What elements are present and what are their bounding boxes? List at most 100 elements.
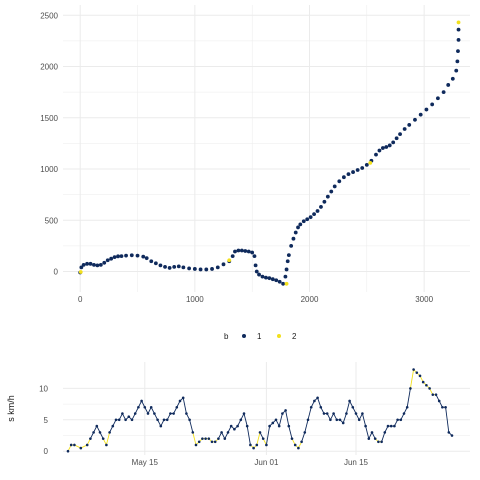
- scatter-point-series-1: [85, 261, 89, 266]
- speed-y-tick-label: 0: [44, 447, 49, 456]
- speed-line-segment: [381, 432, 386, 442]
- speed-point: [156, 418, 159, 422]
- speed-point: [428, 387, 431, 390]
- scatter-point-series-1: [257, 272, 261, 277]
- scatter-point-series-1: [418, 112, 423, 117]
- speed-point: [261, 437, 265, 440]
- scatter-point-series-1: [192, 267, 197, 271]
- scatter-x-tick-label: 2000: [301, 295, 319, 304]
- scatter-point-series-1: [172, 264, 177, 269]
- speed-point: [437, 399, 441, 403]
- speed-point: [162, 418, 166, 422]
- scatter-points: [78, 20, 461, 286]
- speed-line-segment: [192, 432, 197, 446]
- speed-point: [239, 418, 243, 422]
- scatter-point-series-1: [253, 263, 258, 268]
- scatter-point-series-1: [79, 265, 84, 270]
- speed-point: [153, 412, 156, 415]
- scatter-gridlines: [63, 5, 470, 292]
- scatter-y-tick-label: 500: [45, 216, 59, 225]
- speed-point: [89, 437, 92, 440]
- speed-point: [165, 418, 169, 422]
- speed-point: [143, 405, 147, 409]
- scatter-point-series-1: [337, 179, 342, 184]
- scatter-point-series-1: [270, 277, 275, 282]
- scatter-point-series-1: [230, 254, 235, 259]
- speed-point: [245, 424, 249, 428]
- speed-point: [409, 387, 412, 390]
- speed-point: [418, 374, 422, 378]
- scatter-point-series-1: [88, 261, 93, 266]
- scatter-point-series-1: [289, 243, 294, 248]
- speed-point: [114, 418, 118, 422]
- speed-point: [130, 418, 134, 422]
- scatter-point-series-1: [293, 230, 298, 235]
- speed-point: [121, 412, 124, 415]
- scatter-point-series-1: [254, 269, 259, 274]
- scatter-point-series-1: [163, 264, 167, 269]
- speed-line-segment: [307, 407, 312, 420]
- speed-point: [319, 405, 323, 409]
- speed-point: [306, 418, 310, 422]
- scatter-point-series-1: [387, 143, 392, 148]
- speed-point: [281, 412, 284, 415]
- speed-point: [255, 443, 259, 447]
- scatter-point-series-1: [92, 262, 96, 267]
- scatter-y-tick-label: 1500: [40, 114, 58, 123]
- speed-point: [297, 446, 300, 450]
- speed-point: [188, 418, 191, 422]
- speed-point: [117, 418, 121, 422]
- speed-point: [223, 437, 227, 440]
- speed-point: [172, 412, 175, 415]
- scatter-point-series-1: [435, 96, 440, 101]
- speed-point: [431, 393, 435, 396]
- scatter-point-series-1: [394, 136, 399, 141]
- speed-point: [293, 443, 297, 447]
- speed-point: [268, 424, 271, 428]
- speed-point: [383, 431, 387, 434]
- speed-series: [66, 368, 454, 453]
- scatter-point-series-1: [298, 222, 303, 227]
- scatter-point-series-1: [351, 170, 355, 174]
- speed-panel: 0 5 10 May 15 Jun 01 Jun 15 s km/h: [6, 362, 470, 467]
- speed-point: [175, 405, 179, 409]
- scatter-point-series-2: [456, 20, 461, 25]
- scatter-point-series-1: [187, 266, 192, 271]
- scatter-point-series-1: [296, 225, 300, 230]
- speed-point: [345, 412, 348, 415]
- scatter-point-series-1: [109, 256, 114, 261]
- speed-line-segment: [256, 432, 261, 446]
- speed-point: [271, 421, 275, 425]
- speed-point: [341, 421, 345, 425]
- speed-point: [313, 399, 316, 403]
- scatter-point-series-1: [102, 260, 107, 265]
- speed-point: [441, 405, 444, 409]
- scatter-point-series-1: [105, 258, 110, 263]
- scatter-point-series-1: [329, 189, 334, 194]
- scatter-point-series-1: [374, 152, 378, 157]
- scatter-point-series-1: [446, 83, 451, 87]
- speed-point: [140, 399, 143, 403]
- scatter-point-series-1: [283, 274, 288, 279]
- speed-line-segment: [445, 407, 450, 433]
- scatter-plot-area: [63, 5, 470, 292]
- speed-point: [380, 440, 383, 444]
- scatter-point-series-1: [455, 59, 460, 64]
- scatter-point-series-1: [260, 274, 265, 279]
- speed-point: [85, 443, 89, 447]
- scatter-point-series-1: [454, 68, 459, 73]
- speed-point: [393, 424, 396, 428]
- scatter-point-series-1: [322, 199, 327, 204]
- speed-point: [287, 424, 291, 428]
- scatter-point-series-1: [246, 249, 251, 254]
- scatter-point-series-1: [380, 146, 385, 150]
- speed-x-tick-label: May 15: [132, 458, 159, 467]
- speed-point: [146, 412, 150, 415]
- speed-point: [277, 424, 281, 428]
- speed-x-tick-label: Jun 15: [344, 458, 369, 467]
- scatter-point-series-1: [281, 281, 286, 286]
- speed-point: [249, 443, 252, 447]
- scatter-point-series-1: [286, 253, 291, 257]
- speed-point: [79, 446, 83, 450]
